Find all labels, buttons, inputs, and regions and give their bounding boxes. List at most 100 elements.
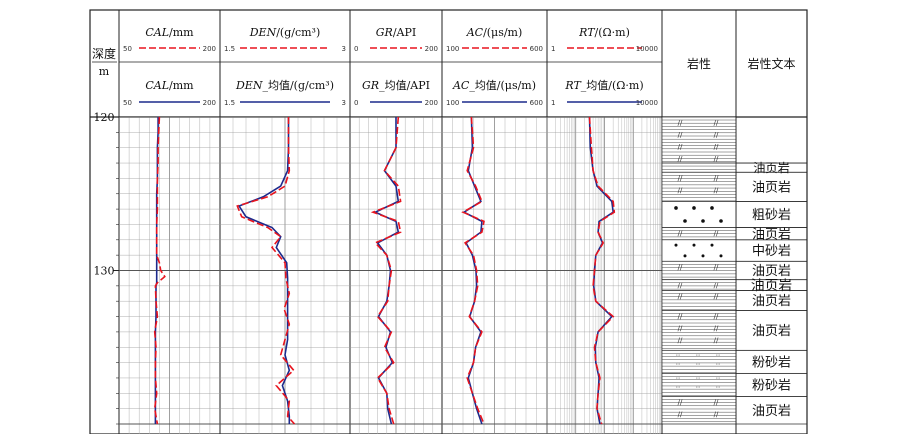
scale-max: 3 [342, 45, 346, 53]
lithology-shale-mark: // [714, 131, 719, 139]
lithology-shale-mark: // [714, 155, 719, 163]
track-header-ac: AC/(μs/m) [466, 26, 523, 39]
lithology-label: 粉砂岩 [752, 379, 791, 394]
series-gr-raw-line [370, 117, 402, 425]
lithology-label: 油页岩 [752, 227, 791, 242]
avg-scale-min: 1 [551, 99, 555, 107]
lithology-silt-mark: ·· [676, 383, 680, 391]
track-avg-curve-name: GR [362, 79, 379, 92]
scale-max: 200 [425, 45, 438, 53]
lithology-silt-mark: ·· [716, 351, 720, 359]
scale-min: 50 [123, 45, 132, 53]
lithology-sand-dot [692, 206, 696, 210]
track-avg-curve-name: DEN [235, 79, 263, 92]
scale-max: 200 [203, 45, 216, 53]
lithology-shale-mark: // [714, 143, 719, 151]
lithology-label: 粉砂岩 [752, 356, 791, 371]
track-header-den: DEN/(g/cm³) [249, 26, 321, 39]
track-avg-curve-name: CAL [145, 79, 169, 92]
lithology-silt-mark: ·· [696, 374, 700, 382]
series-cal-raw-line [153, 117, 166, 425]
track-avg-curve-unit: _均值/(μs/m) [469, 79, 536, 92]
track-avg-curve-name: RT [564, 79, 582, 92]
track-avg-curve-unit: /mm [169, 79, 194, 92]
track-curve-unit: /(g/cm³) [276, 26, 320, 39]
series-ac-raw-line [461, 117, 485, 425]
depth-axis: 120 130 [94, 111, 119, 425]
scale-max: 600 [530, 45, 543, 53]
lithology-shale-mark: // [678, 263, 683, 271]
lithology-shale-mark: // [678, 174, 683, 182]
lithology-sand-dot [701, 219, 705, 223]
lithology-label: 油页岩 [751, 278, 792, 294]
avg-scale-max: 600 [530, 99, 543, 107]
grid-lines [119, 117, 662, 434]
lithology-shale-mark: // [678, 292, 683, 300]
lithology-column: ////////////////油页岩////////油页岩粗砂岩////油页岩… [661, 117, 807, 425]
track-curve-unit: /(μs/m) [483, 26, 522, 39]
scale-min: 0 [354, 45, 358, 53]
lithology-silt-mark: ·· [696, 383, 700, 391]
lithology-sand-dot [719, 254, 723, 258]
track-avg-curve-unit: _均值/(Ω·m) [581, 79, 644, 92]
lithology-shale-mark: // [714, 186, 719, 194]
lithology-layer-coarse-sand [661, 201, 737, 228]
track-curve-unit: /API [393, 26, 416, 39]
lithology-label: 中砂岩 [752, 244, 791, 259]
avg-scale-min: 1.5 [224, 99, 235, 107]
lithology-layer-shale [661, 396, 737, 425]
depth-unit-label: m [99, 65, 110, 78]
lithology-label: 油页岩 [752, 294, 791, 309]
lithology-layer-shale [661, 162, 737, 173]
lithology-shale-mark: // [714, 174, 719, 182]
avg-scale-max: 3 [342, 99, 346, 107]
lithology-shale-mark: // [714, 119, 719, 127]
track-avg-curve-name: AC [452, 79, 470, 92]
lithology-layer-shale [661, 279, 737, 291]
lithology-sand-dot [701, 254, 705, 258]
track-curve-unit: /(Ω·m) [595, 26, 630, 39]
lithology-label: 油页岩 [752, 181, 791, 196]
lithology-silt-mark: ·· [696, 360, 700, 368]
avg-scale-max: 10000 [636, 99, 658, 107]
track-header-ac-avg: AC_均值/(μs/m) [452, 79, 536, 92]
lithology-label: 油页岩 [753, 160, 790, 175]
avg-scale-min: 0 [354, 99, 358, 107]
track-curve-name: CAL [145, 26, 169, 39]
lithology-layer-shale [661, 171, 737, 202]
lithology-shale-mark: // [714, 292, 719, 300]
lithology-text-header: 岩性文本 [747, 56, 795, 71]
lithology-sand-dot [674, 206, 678, 210]
scale-max: 10000 [636, 45, 658, 53]
lithology-shale-mark: // [678, 282, 683, 290]
track-avg-curve-unit: _均值/API [379, 79, 430, 92]
lithology-text-cell [735, 117, 807, 164]
lithology-shale-mark: // [678, 155, 683, 163]
avg-scale-min: 50 [123, 99, 132, 107]
lithology-shale-mark: // [714, 230, 719, 238]
lithology-shale-mark: // [678, 410, 683, 418]
track-header-gr-avg: GR_均值/API [362, 79, 430, 92]
track-curve-name: DEN [249, 26, 277, 39]
lithology-shale-mark: // [678, 131, 683, 139]
avg-scale-max: 200 [203, 99, 216, 107]
lithology-sand-dot [710, 243, 714, 247]
lithology-sand-dot [674, 243, 678, 247]
scale-min: 1.5 [224, 45, 235, 53]
scale-min: 1 [551, 45, 555, 53]
track-header-cal: CAL/mm [145, 26, 194, 39]
series-den-avg-line [237, 117, 291, 424]
lithology-shale-mark: // [714, 398, 719, 406]
track-curve-unit: /mm [169, 26, 194, 39]
lithology-layer-shale [661, 117, 737, 164]
lithology-shale-mark: // [678, 324, 683, 332]
lithology-layer-shale [661, 310, 737, 351]
lithology-label: 粗砂岩 [752, 208, 791, 223]
lithology-label: 油页岩 [752, 324, 791, 339]
lithology-sand-dot [692, 243, 696, 247]
lithology-silt-mark: ·· [716, 360, 720, 368]
lithology-shale-mark: // [678, 119, 683, 127]
lithology-sand-dot [683, 254, 687, 258]
